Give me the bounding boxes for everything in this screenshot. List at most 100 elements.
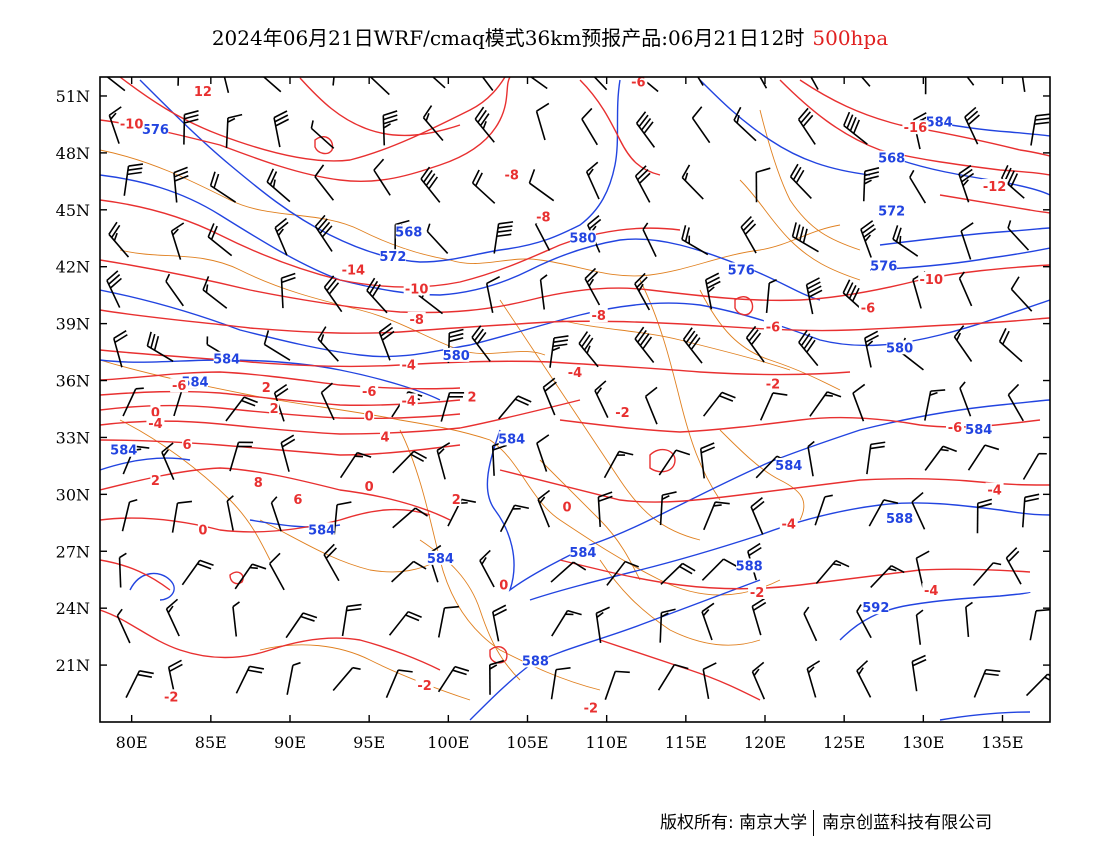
- wind-barb: [635, 111, 656, 148]
- wind-barb: [657, 663, 689, 691]
- temperature-label-bg: [380, 429, 390, 444]
- temperature-label: -2: [766, 377, 780, 392]
- wind-barb: [270, 496, 282, 532]
- wind-barb: [809, 391, 842, 417]
- wind-barb: [280, 434, 296, 472]
- wind-barb: [225, 396, 258, 422]
- height-label-bg: [522, 653, 549, 668]
- wind-barb: [972, 562, 1002, 587]
- wind-barb: [536, 434, 550, 472]
- wind-barb: [235, 665, 265, 694]
- wind-barb: [959, 381, 972, 417]
- height-label: 580: [443, 349, 470, 364]
- wind-barb: [681, 164, 704, 200]
- height-label-bg: [213, 351, 240, 366]
- height-label: 572: [878, 205, 905, 220]
- wind-barb: [317, 326, 339, 362]
- wind-barb: [973, 668, 1001, 698]
- height-contours: [100, 79, 1050, 721]
- wind-barb: [967, 444, 1000, 471]
- wind-barb: [1021, 77, 1026, 92]
- wind-barb: [585, 161, 600, 200]
- height-label: 588: [736, 559, 763, 574]
- lat-label: 36N: [56, 372, 90, 391]
- wind-barb: [323, 275, 343, 313]
- temperature-label-bg: [360, 383, 379, 398]
- temperature-label: -10: [405, 282, 429, 297]
- height-label: 588: [886, 512, 913, 527]
- wind-barb: [1025, 673, 1050, 697]
- temperature-label-bg: [502, 167, 521, 182]
- wind-barb: [909, 169, 927, 204]
- wind-barb: [314, 214, 333, 252]
- wind-barb: [798, 329, 819, 367]
- longitude-axis: 80E 85E 90E 95E 100E 105E 110E 115E 120E 125E 130E…: [116, 77, 1024, 752]
- lat-label: 21N: [56, 656, 90, 675]
- wind-barb: [843, 111, 868, 145]
- wind-barb: [161, 442, 175, 481]
- wind-barb: [209, 171, 237, 203]
- wind-barb: [789, 163, 812, 200]
- height-label: 576: [728, 264, 755, 279]
- temperature-label-bg: [261, 380, 272, 395]
- temperature-label: -16: [904, 121, 928, 136]
- wind-barb: [123, 163, 144, 196]
- temperature-label-bg: [748, 585, 767, 599]
- lon-label: 85E: [195, 733, 227, 752]
- footer-separator: [813, 810, 815, 836]
- temperature-label: 2: [270, 402, 279, 417]
- temperature-label-bg: [150, 404, 161, 419]
- wind-barb: [911, 491, 926, 530]
- wind-barbs: [106, 77, 1050, 700]
- temperature-label: -12: [983, 180, 1007, 195]
- lat-label: 24N: [56, 599, 90, 618]
- wind-barb: [369, 77, 390, 96]
- wind-barb: [860, 220, 877, 258]
- wind-barb: [953, 325, 973, 362]
- lat-label: 33N: [56, 428, 90, 447]
- height-label-bg: [182, 374, 208, 389]
- lat-label: 30N: [56, 485, 90, 504]
- temperature-label-bg: [146, 416, 165, 431]
- temperature-label-bg: [946, 419, 964, 434]
- temperature-label-bg: [981, 179, 1008, 194]
- wind-barb: [436, 442, 451, 480]
- lat-label: 45N: [56, 201, 90, 220]
- height-label: 576: [870, 260, 897, 275]
- height-labels: 576 568 572 580 576 584 568 572 576 580 584 584 580 5…: [110, 114, 992, 669]
- temperature-label-bg: [150, 473, 161, 488]
- wind-barb: [108, 106, 122, 144]
- wind-barb: [118, 552, 127, 588]
- temperature-label: 0: [563, 501, 572, 516]
- wind-barb: [1007, 383, 1024, 422]
- wind-barb: [440, 391, 465, 422]
- wind-barb: [1021, 493, 1040, 528]
- lon-label: 95E: [353, 733, 385, 752]
- wind-barb: [332, 666, 361, 692]
- latitude-axis: 51N 48N 45N 42N 39N 36N 33N 30N 27N 24N 21N: [56, 87, 1050, 675]
- wind-barb: [703, 501, 730, 531]
- wind-barb: [860, 77, 871, 87]
- wind-barb: [320, 382, 335, 421]
- temperature-label-bg: [170, 378, 189, 393]
- temperature-label: -6: [172, 379, 186, 394]
- wind-barb: [998, 328, 1023, 363]
- temperature-label: -2: [584, 702, 598, 717]
- wind-barb: [479, 549, 495, 588]
- wind-barb: [263, 330, 291, 361]
- wind-barb: [659, 608, 676, 643]
- wind-barb: [751, 597, 767, 636]
- temperature-label-bg: [162, 689, 181, 704]
- wind-barb: [310, 120, 335, 149]
- temperature-label-bg: [415, 677, 434, 692]
- wind-barb: [341, 603, 362, 637]
- temperature-label-bg: [918, 271, 945, 286]
- wind-barb: [594, 380, 609, 418]
- lon-label: 90E: [274, 733, 306, 752]
- wind-barb: [170, 222, 185, 260]
- temperature-label-bg: [182, 437, 193, 452]
- wind-barb: [280, 272, 296, 309]
- wind-barb: [976, 498, 993, 534]
- height-label-bg: [110, 442, 137, 457]
- wind-barb: [745, 325, 765, 363]
